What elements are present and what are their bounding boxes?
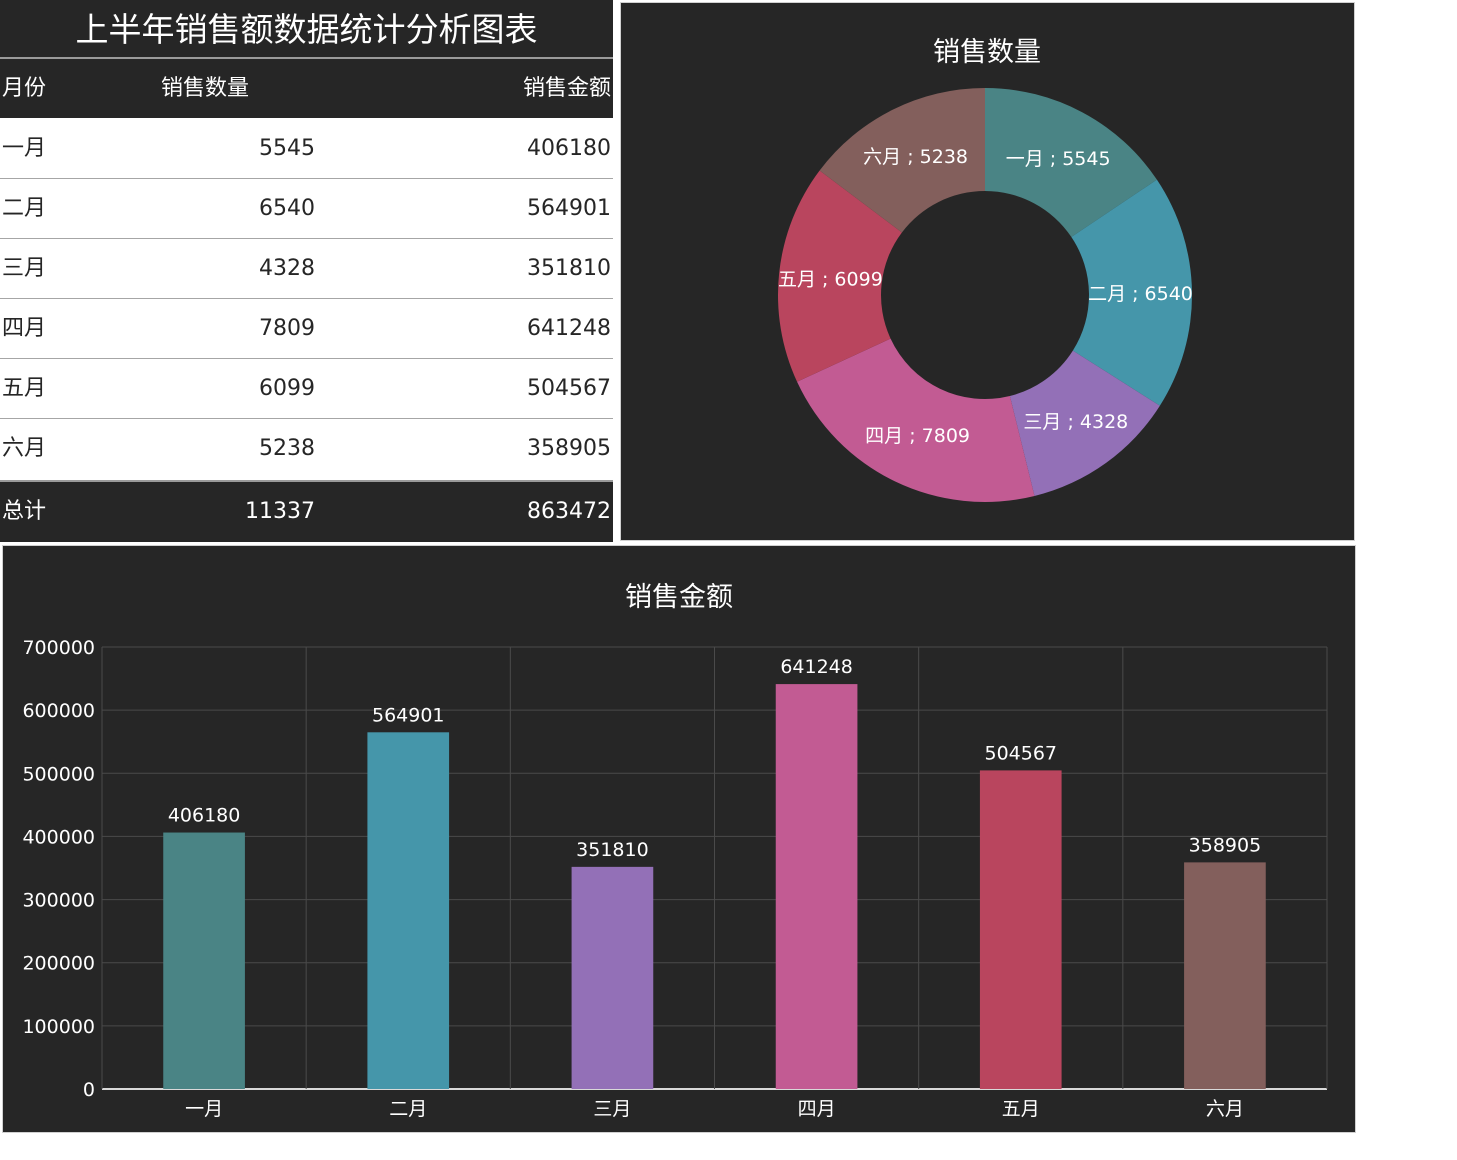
donut-data-label: 三月 ; 4328: [1023, 411, 1128, 433]
table-row: 三月 4328 351810: [0, 239, 613, 299]
cell-qty: 5545: [259, 136, 315, 161]
x-tick-label: 六月: [1206, 1098, 1244, 1120]
cell-qty: 5238: [259, 436, 315, 461]
table-total-row: 总计 11337 863472: [0, 480, 613, 542]
total-qty: 11337: [245, 499, 315, 524]
bar-x-axis: 一月 二月 三月 四月 五月 六月: [185, 1098, 1244, 1120]
donut-slices: [778, 88, 1192, 502]
cell-amount: 564901: [527, 196, 611, 221]
y-tick-label: 200000: [22, 953, 95, 975]
x-tick-label: 二月: [389, 1098, 427, 1120]
bar: [775, 684, 858, 1089]
header-qty: 销售数量: [161, 76, 250, 101]
donut-data-label: 二月 ; 6540: [1088, 283, 1193, 305]
x-tick-label: 三月: [593, 1098, 631, 1120]
cell-month: 一月: [2, 136, 47, 161]
cell-qty: 6099: [259, 376, 315, 401]
donut-slice: [985, 88, 1157, 238]
donut-slice: [819, 88, 985, 233]
bar-data-label: 351810: [576, 839, 649, 861]
x-tick-label: 四月: [798, 1098, 836, 1120]
cell-month: 五月: [2, 376, 47, 401]
cell-amount: 351810: [527, 256, 611, 281]
bar-series: [163, 684, 1266, 1089]
table-title: 上半年销售额数据统计分析图表: [0, 0, 613, 59]
cell-month: 四月: [2, 316, 47, 341]
donut-data-label: 五月 ; 6099: [778, 268, 883, 290]
sales-table: 上半年销售额数据统计分析图表 月份 销售数量 销售金额 一月 5545 4061…: [0, 0, 613, 542]
cell-amount: 504567: [527, 376, 611, 401]
donut-chart-title: 销售数量: [933, 37, 1041, 68]
bar: [163, 832, 245, 1089]
cell-amount: 358905: [527, 436, 611, 461]
cell-qty: 4328: [259, 256, 315, 281]
donut-data-label: 六月 ; 5238: [863, 146, 968, 168]
x-tick-label: 一月: [185, 1098, 223, 1120]
table-header-row: 月份 销售数量 销售金额: [0, 59, 613, 118]
total-amount: 863472: [527, 499, 611, 524]
bar-chart: 销售金额 0 100000 200000 300000 400000 500000 6000…: [22, 582, 1328, 1120]
y-tick-label: 400000: [22, 826, 95, 848]
donut-data-label: 四月 ; 7809: [865, 425, 970, 447]
cell-qty: 7809: [259, 316, 315, 341]
cell-amount: 641248: [527, 316, 611, 341]
bar: [367, 732, 450, 1089]
bar-data-label: 564901: [372, 704, 445, 726]
bar-chart-title: 销售金额: [625, 582, 733, 613]
x-tick-label: 五月: [1002, 1098, 1040, 1120]
bar: [979, 770, 1062, 1089]
bar-data-label: 358905: [1189, 834, 1262, 856]
donut-chart-panel: 销售数量 一月 ; 5545 二月 ; 6540 三月 ; 4328 四月 ; 780…: [620, 2, 1355, 541]
bar: [571, 866, 654, 1089]
donut-data-labels: 一月 ; 5545 二月 ; 6540 三月 ; 4328 四月 ; 7809 五月 ;…: [778, 146, 1193, 447]
y-tick-label: 700000: [22, 637, 95, 659]
bar-data-label: 406180: [168, 805, 241, 827]
y-tick-label: 300000: [22, 890, 95, 912]
table-row: 一月 5545 406180: [0, 119, 613, 179]
donut-chart: 销售数量 一月 ; 5545 二月 ; 6540 三月 ; 4328 四月 ; 780…: [778, 37, 1193, 502]
y-tick-label: 0: [83, 1079, 95, 1101]
cell-qty: 6540: [259, 196, 315, 221]
cell-month: 六月: [2, 436, 47, 461]
total-label: 总计: [2, 499, 47, 524]
table-row: 四月 7809 641248: [0, 299, 613, 359]
bar-chart-panel: 销售金额 0 100000 200000 300000 400000 500000 6000…: [2, 545, 1356, 1133]
table-row: 六月 5238 358905: [0, 419, 613, 478]
cell-amount: 406180: [527, 136, 611, 161]
bar-data-label: 641248: [780, 656, 853, 678]
donut-slice: [778, 170, 902, 382]
bar-grid: [101, 646, 1328, 1090]
cell-month: 二月: [2, 196, 47, 221]
bar-y-axis: 0 100000 200000 300000 400000 500000 600000 700…: [22, 637, 95, 1101]
y-tick-label: 100000: [22, 1016, 95, 1038]
donut-slice: [1009, 350, 1160, 496]
header-amount: 销售金额: [522, 76, 611, 101]
bar: [1184, 862, 1266, 1089]
table-row: 二月 6540 564901: [0, 179, 613, 239]
bar-data-label: 504567: [984, 742, 1057, 764]
donut-slice: [797, 338, 1035, 502]
bar-data-labels: 406180 564901 351810 641248 504567 358905: [168, 656, 1261, 861]
donut-slice: [1071, 179, 1192, 406]
cell-month: 三月: [2, 256, 47, 281]
table-row: 五月 6099 504567: [0, 359, 613, 419]
y-tick-label: 500000: [22, 763, 95, 785]
y-tick-label: 600000: [22, 700, 95, 722]
header-month: 月份: [2, 76, 47, 101]
donut-data-label: 一月 ; 5545: [1006, 148, 1111, 170]
